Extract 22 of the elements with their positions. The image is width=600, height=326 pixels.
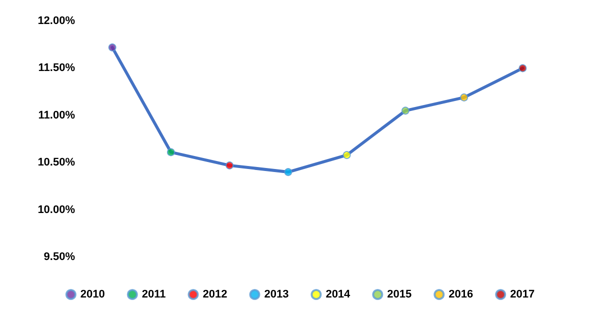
legend-label: 2013	[264, 288, 289, 300]
y-tick-label: 11.00%	[38, 109, 76, 122]
legend-label: 2010	[80, 288, 105, 300]
y-tick-label: 12.00%	[38, 15, 76, 27]
y-tick-label: 9.50%	[44, 251, 76, 263]
legend-label: 2012	[202, 288, 228, 300]
y-tick-label: 10.00%	[38, 204, 76, 216]
y-tick-label: 11.50%	[38, 62, 76, 74]
legend-label: 2017	[510, 288, 535, 300]
point	[166, 148, 175, 156]
legend-label: 2015	[387, 288, 412, 300]
y-tick-label: 10.50%	[38, 156, 76, 169]
point	[460, 93, 468, 102]
legend-label: 2011	[142, 288, 166, 300]
point	[284, 168, 292, 176]
legend-label: 2014	[326, 288, 352, 300]
point	[518, 64, 527, 72]
point	[342, 151, 351, 160]
point	[226, 161, 234, 170]
point	[108, 43, 116, 52]
legend-label: 2016	[448, 288, 474, 300]
point	[401, 106, 410, 115]
